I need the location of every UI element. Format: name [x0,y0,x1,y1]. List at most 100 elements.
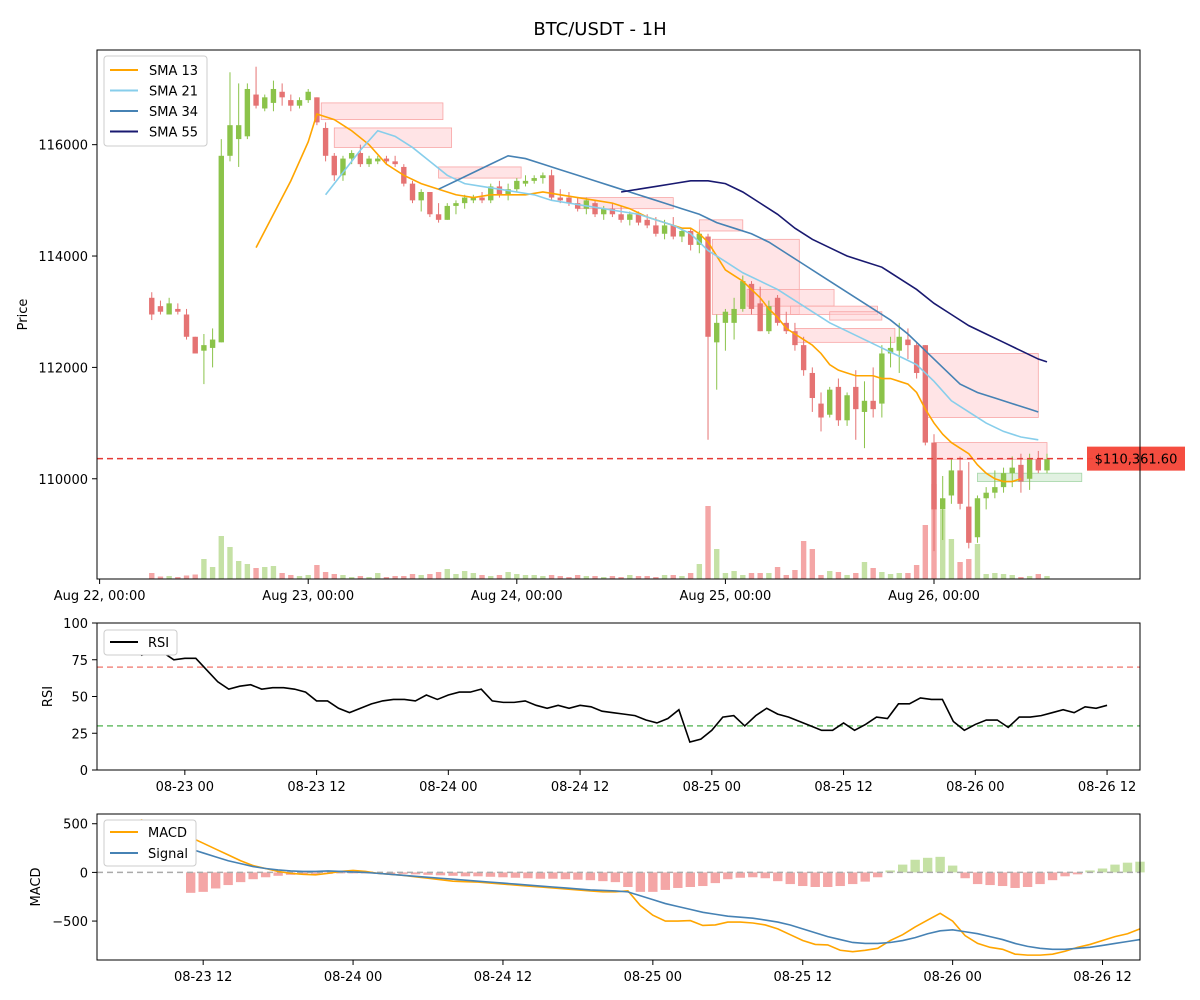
volume-bar [740,575,746,579]
candle-body [470,197,477,201]
candle-body [1009,467,1015,474]
macd-histogram-bar [498,872,508,878]
macd-histogram-bar [935,856,945,873]
current-price-label: $110,361.60 [1095,453,1178,468]
macd-histogram-bar [723,872,733,880]
macd-histogram-bar [785,872,795,885]
candle-body [783,322,789,332]
volume-bar [557,576,563,579]
zone-10 [924,353,1039,418]
candle-body [714,322,720,343]
candle-body [583,200,590,209]
candle-body [601,208,607,215]
current-price-badge [1087,446,1185,471]
candle-body [940,498,946,510]
zone-0 [320,102,444,121]
candle-body [1018,464,1024,482]
candle-body [166,303,172,315]
legend-label-sma-2: SMA 21 [149,85,198,100]
volume-bar [731,571,737,579]
candle-body [235,125,242,140]
volume-bar [375,573,381,579]
candle-body [531,178,537,181]
volume-bar [774,567,781,579]
candle-body [453,203,459,206]
price-y-axis-label: Price [16,299,31,331]
macd-histogram-bar [223,872,233,886]
volume-bar [496,575,503,579]
macd-histogram-bar [972,872,983,885]
macd-histogram-bar [685,872,696,887]
volume-bar [592,576,598,579]
macd-y-axis-label: MACD [29,868,44,907]
macd-histogram-bar [1047,872,1058,881]
candle-body [192,336,198,354]
candle-body [887,347,894,354]
macd-histogram-bar [1022,872,1033,887]
macd-histogram-bar [473,872,483,877]
candle-body [644,219,650,226]
volume-bar [627,575,633,579]
macd-histogram-bar [423,872,433,875]
volume-bar [1009,575,1015,579]
macd-histogram-bar [485,872,496,877]
volume-bar [201,559,207,579]
macd-histogram-bar [523,872,533,879]
volume-bar [653,577,659,579]
macd-histogram-bar [760,872,770,879]
macd-x-tick-label: 08-25 00 [624,970,682,985]
candle-body [827,389,833,415]
volume-bar [609,576,616,579]
price-axes-frame [96,49,1141,580]
price-x-tick-label: Aug 22, 00:00 [54,589,146,604]
macd-histogram-bar [698,872,708,887]
candle-body [913,345,920,373]
candle-body [679,230,685,237]
legend-label-signal: Signal [148,847,188,862]
candle-body [574,203,581,209]
candle-body [566,197,572,204]
legend-label-macd: MACD [148,826,187,841]
volume-bar [314,565,320,579]
volume-bar [435,572,442,579]
volume-bar [800,541,807,579]
price-y-tick-label: 116000 [38,139,88,154]
volume-bar [809,549,816,579]
volume-bar [427,574,433,579]
macd-histogram-bar [673,872,683,888]
candle-body [748,283,755,309]
candle-body [392,161,398,165]
volume-bar [574,575,581,579]
volume-bar [235,561,242,579]
candle-body [435,214,442,220]
candle-body [635,214,642,223]
volume-bar [783,575,789,579]
macd-histogram-bar [735,872,745,878]
zone-2 [438,166,522,179]
candle-body [931,442,937,510]
candle-body [375,158,381,162]
legend-label-rsi: RSI [148,636,169,651]
macd-y-tick-label: 0 [80,866,88,881]
macd-histogram-bar [648,872,658,892]
volume-bar [644,576,650,579]
volume-bar [766,573,772,579]
candle-body [322,127,329,156]
volume-bar [722,573,729,579]
volume-bar [253,568,259,579]
macd-histogram-bar [435,872,446,876]
candle-body [157,306,164,312]
candle-body [992,487,998,493]
volume-bar [348,577,355,579]
price-legend-box [103,55,208,147]
volume-bar [792,570,798,579]
volume-bar [244,564,251,579]
candle-body [418,191,424,201]
volume-bar [601,577,607,579]
macd-histogram-bar [398,872,408,874]
macd-histogram-bar [510,872,521,878]
candle-body [809,372,816,399]
candle-body [548,175,555,198]
